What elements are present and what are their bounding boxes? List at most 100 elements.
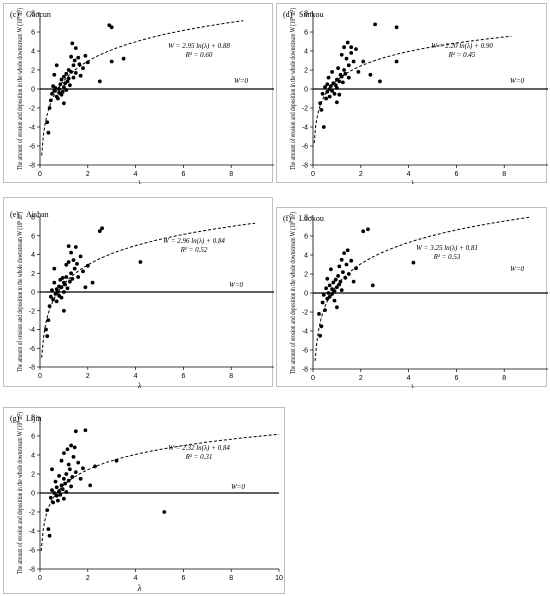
y-tick-label: -4 [302, 125, 308, 132]
data-point [324, 286, 328, 291]
data-point [57, 87, 61, 91]
data-point [349, 51, 354, 55]
data-point [327, 294, 332, 299]
data-point [54, 299, 59, 304]
data-point [76, 55, 81, 60]
data-point [345, 40, 350, 45]
data-point [323, 85, 327, 89]
y-tick-label: -2 [29, 308, 35, 315]
data-point [62, 85, 66, 89]
y-tick-label: -4 [29, 125, 35, 132]
data-point [162, 510, 167, 514]
data-point [356, 70, 361, 74]
data-point [65, 447, 70, 452]
data-point [69, 70, 73, 74]
zero-line-label: W=0 [510, 77, 525, 85]
data-point [58, 493, 63, 497]
y-tick-label: 6 [31, 434, 35, 441]
data-point [62, 451, 66, 455]
y-tick-label: -8 [29, 163, 35, 170]
data-point [53, 86, 58, 90]
data-point [368, 72, 373, 77]
data-point [78, 476, 83, 481]
data-point [66, 244, 71, 248]
data-point [73, 470, 78, 474]
data-point [62, 74, 66, 79]
y-tick-label: -8 [302, 367, 308, 374]
data-point [70, 41, 75, 46]
fit-equation: W = 3.25 ln(λ) + 0.81 [416, 244, 478, 252]
data-point [97, 229, 102, 233]
y-tick-label: 2 [304, 272, 308, 279]
data-point [45, 508, 50, 512]
data-point [62, 308, 66, 313]
data-point [70, 475, 75, 479]
data-point [52, 266, 57, 271]
y-axis-label: The amount of erosion and deposition in … [289, 211, 297, 374]
panel-g-lijin: -8 -6 -4 -2 0 2 4 6 8 0 2 4 6 8 10 λ The amount of erosi… [3, 407, 285, 594]
data-point [62, 290, 66, 294]
data-point [90, 280, 95, 285]
zero-line-label: W=0 [231, 483, 246, 491]
data-point [335, 86, 339, 90]
data-point [346, 63, 351, 68]
data-point [330, 70, 334, 74]
x-tick-label: 6 [454, 375, 458, 382]
y-tick-label: 0 [31, 290, 35, 297]
y-tick-label: 0 [31, 491, 35, 498]
station-name: Sunkou [299, 10, 323, 19]
data-point [62, 476, 66, 481]
data-point [319, 324, 324, 329]
data-point [325, 82, 330, 87]
data-point [51, 297, 55, 302]
data-point [97, 79, 102, 84]
data-point [373, 22, 377, 27]
y-axis-label: The amount of erosion and deposition in … [16, 212, 24, 372]
data-point [71, 75, 76, 80]
data-point [339, 288, 344, 292]
data-point [93, 464, 97, 469]
data-point [54, 493, 59, 498]
x-tick-label: 8 [229, 373, 233, 380]
data-point [69, 271, 73, 276]
data-point [346, 75, 351, 80]
data-point [73, 71, 78, 75]
data-point [60, 89, 65, 94]
data-point [320, 300, 325, 305]
data-point [44, 327, 48, 332]
data-point [394, 25, 399, 30]
data-point [46, 130, 51, 135]
x-tick-label: 0 [38, 373, 42, 380]
data-point [52, 72, 57, 77]
y-tick-label: 0 [31, 87, 35, 94]
x-tick-label: 6 [454, 171, 458, 178]
x-axis-label: λ [410, 383, 415, 388]
data-point [341, 80, 345, 85]
data-point [60, 487, 65, 492]
y-axis-label: The amount of erosion and deposition in … [16, 7, 24, 170]
data-point [332, 91, 337, 96]
station-name: Gaocun [26, 10, 51, 19]
data-point [318, 101, 323, 106]
x-tick-label: 8 [229, 171, 233, 178]
y-tick-label: 8 [31, 215, 35, 222]
y-tick-label: -6 [302, 348, 308, 355]
x-tick-label: 10 [275, 575, 283, 582]
data-point [57, 489, 61, 493]
y-tick-label: -2 [29, 510, 35, 517]
data-point [326, 291, 331, 295]
station-name: Aishan [26, 210, 49, 219]
data-point [344, 56, 349, 61]
data-point [48, 98, 53, 103]
data-point [114, 458, 119, 463]
data-point [78, 254, 83, 259]
data-point [83, 53, 88, 58]
data-point [50, 467, 54, 472]
x-tick-label: 2 [86, 575, 90, 582]
x-tick-label: 0 [38, 575, 42, 582]
station-name: Luokou [299, 214, 324, 223]
